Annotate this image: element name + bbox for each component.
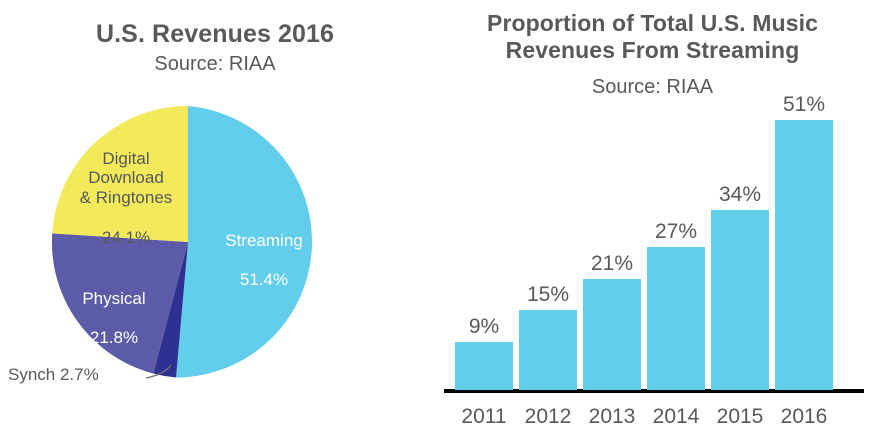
bar-2014[interactable] [647, 247, 705, 390]
bar-value-label-2016: 51% [782, 93, 826, 116]
pie-slice-synch[interactable] [153, 242, 188, 378]
pie-slice-streaming[interactable] [176, 106, 313, 378]
bar-chart-title: Proportion of Total U.S. Music Revenues … [430, 10, 875, 64]
pie-chart-graphic [51, 105, 313, 379]
bar-2011[interactable] [455, 342, 513, 390]
x-axis-tick-2012: 2012 [524, 405, 572, 428]
pie-chart-title: U.S. Revenues 2016 [95, 20, 335, 48]
bar-2013[interactable] [583, 279, 641, 390]
x-axis-tick-2013: 2013 [588, 405, 636, 428]
bar-chart-title-line-1: Proportion of Total U.S. Music [487, 10, 818, 36]
bar-chart-x-axis-line [444, 389, 864, 393]
bar-value-label-2013: 21% [590, 252, 634, 275]
bar-value-label-2011: 9% [468, 315, 500, 338]
pie-chart-source: Source: RIAA [154, 53, 276, 75]
bar-chart-title-line-2: Revenues From Streaming [505, 37, 800, 64]
x-axis-tick-2011: 2011 [461, 405, 507, 428]
synch-leader-line [145, 364, 172, 379]
x-axis-tick-2016: 2016 [780, 405, 828, 428]
bar-chart-panel: Proportion of Total U.S. Music Revenues … [430, 0, 875, 434]
bar-2015[interactable] [711, 210, 769, 390]
bar-value-label-2014: 27% [654, 220, 698, 243]
pie-slice-digital-download[interactable] [52, 105, 189, 243]
pie-chart-panel: U.S. Revenues 2016 Source: RIAA Digital … [0, 0, 430, 434]
bar-2012[interactable] [519, 310, 577, 390]
bar-chart-source: Source: RIAA [591, 76, 714, 98]
pie-slice-physical[interactable] [51, 233, 188, 374]
bar-2016[interactable] [775, 120, 833, 390]
x-axis-tick-2014: 2014 [652, 405, 700, 428]
x-axis-tick-2015: 2015 [716, 405, 764, 428]
bar-chart-plot-area: 9% 2011 15% 2012 21% 2013 27% 2014 34% 2015 51% 201… [430, 0, 875, 434]
bar-value-label-2015: 34% [718, 183, 762, 206]
bar-value-label-2012: 15% [526, 283, 570, 306]
